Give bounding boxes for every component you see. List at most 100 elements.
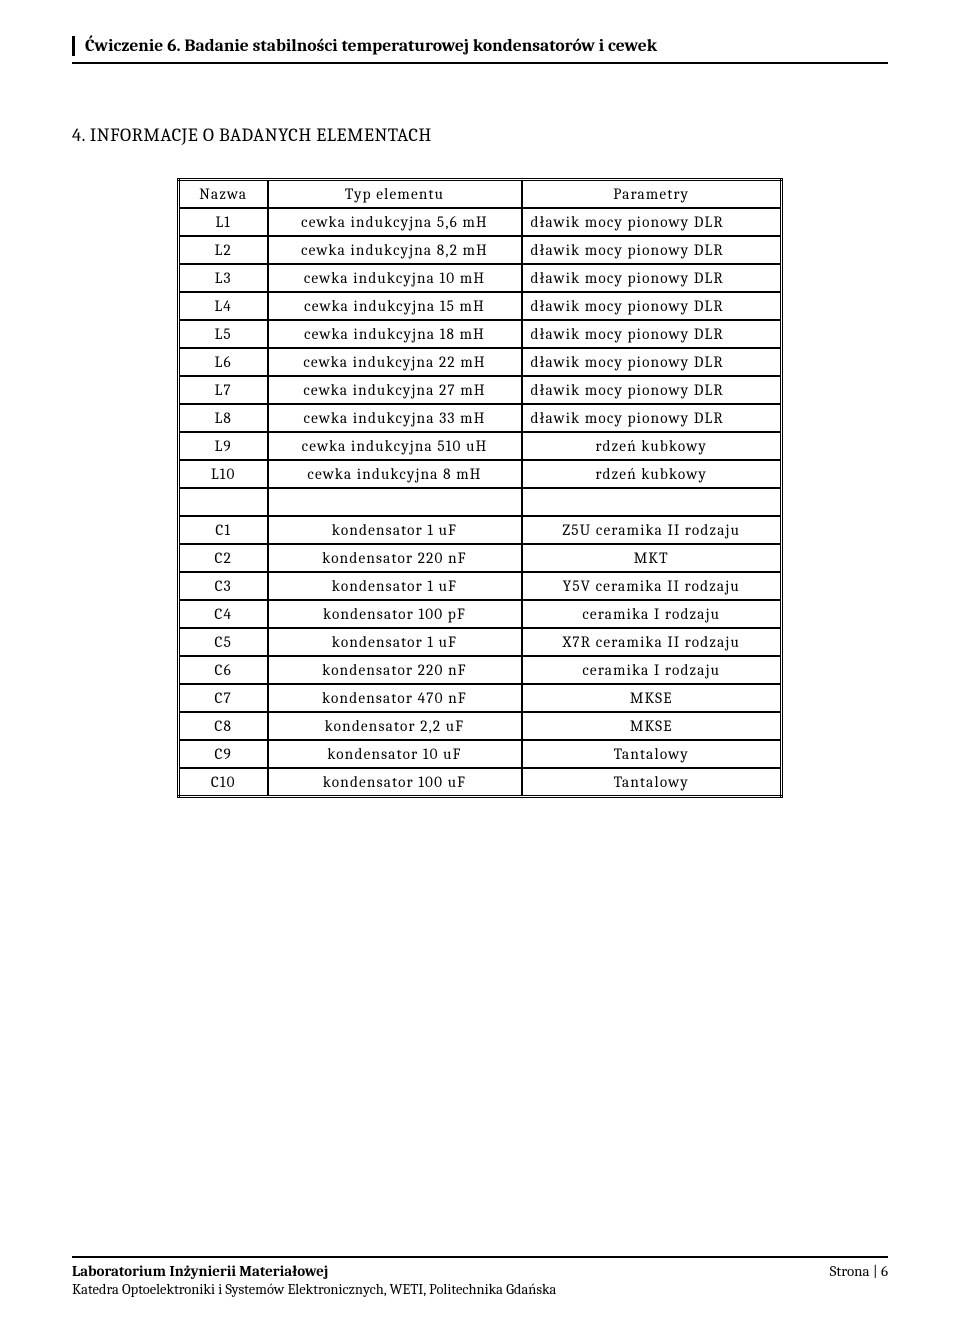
cell-name: L2 [179,236,268,264]
table-row: L5cewka indukcyjna 18 mHdławik mocy pion… [179,320,782,348]
cell-type: cewka indukcyjna 15 mH [268,292,522,320]
th-type: Typ elementu [268,180,522,209]
cell-type: cewka indukcyjna 5,6 mH [268,208,522,236]
cell-param: Tantalowy [522,768,782,797]
page-footer: Laboratorium Inżynierii Materiałowej Kat… [72,1256,888,1298]
cell-name: C4 [179,600,268,628]
spacer-cell [522,488,782,516]
cell-name: C5 [179,628,268,656]
cell-type: cewka indukcyjna 8 mH [268,460,522,488]
table-row: L10cewka indukcyjna 8 mHrdzeń kubkowy [179,460,782,488]
cell-param: Tantalowy [522,740,782,768]
cell-param: dławik mocy pionowy DLR [522,376,782,404]
cell-param: rdzeń kubkowy [522,460,782,488]
cell-type: kondensator 470 nF [268,684,522,712]
table-row: L1cewka indukcyjna 5,6 mHdławik mocy pio… [179,208,782,236]
cell-type: kondensator 220 nF [268,544,522,572]
cell-param: MKSE [522,684,782,712]
th-param: Parametry [522,180,782,209]
cell-name: C2 [179,544,268,572]
cell-param: MKSE [522,712,782,740]
cell-type: kondensator 100 pF [268,600,522,628]
cell-param: X7R ceramika II rodzaju [522,628,782,656]
cell-param: dławik mocy pionowy DLR [522,292,782,320]
cell-name: L3 [179,264,268,292]
cell-type: kondensator 1 uF [268,628,522,656]
table-row: C8kondensator 2,2 uFMKSE [179,712,782,740]
footer-lab-name: Inżynierii Materiałowej [169,1262,328,1280]
spacer-cell [179,488,268,516]
cell-name: C1 [179,516,268,544]
table-row: L2cewka indukcyjna 8,2 mHdławik mocy pio… [179,236,782,264]
table-row: L6cewka indukcyjna 22 mHdławik mocy pion… [179,348,782,376]
cell-param: dławik mocy pionowy DLR [522,404,782,432]
cell-param: dławik mocy pionowy DLR [522,348,782,376]
cell-param: MKT [522,544,782,572]
cell-param: dławik mocy pionowy DLR [522,236,782,264]
table-row: C6kondensator 220 nFceramika I rodzaju [179,656,782,684]
cell-type: cewka indukcyjna 510 uH [268,432,522,460]
cell-type: kondensator 2,2 uF [268,712,522,740]
cell-param: dławik mocy pionowy DLR [522,208,782,236]
section-heading-text: 4. INFORMACJE O BADANYCH ELEMENTACH [72,124,432,146]
table-row: C9kondensator 10 uFTantalowy [179,740,782,768]
cell-param: rdzeń kubkowy [522,432,782,460]
cell-type: cewka indukcyjna 33 mH [268,404,522,432]
cell-name: L6 [179,348,268,376]
cell-type: kondensator 1 uF [268,516,522,544]
cell-param: ceramika I rodzaju [522,656,782,684]
table-row: C4kondensator 100 pFceramika I rodzaju [179,600,782,628]
cell-type: kondensator 100 uF [268,768,522,797]
cell-param: dławik mocy pionowy DLR [522,320,782,348]
cell-name: C3 [179,572,268,600]
cell-type: kondensator 220 nF [268,656,522,684]
cell-type: kondensator 1 uF [268,572,522,600]
cell-type: cewka indukcyjna 27 mH [268,376,522,404]
cell-name: L7 [179,376,268,404]
cell-param: Y5V ceramika II rodzaju [522,572,782,600]
cell-name: C7 [179,684,268,712]
cell-name: L1 [179,208,268,236]
table-row: L3cewka indukcyjna 10 mHdławik mocy pion… [179,264,782,292]
cell-type: cewka indukcyjna 18 mH [268,320,522,348]
table-row: C10kondensator 100 uFTantalowy [179,768,782,797]
cell-name: L10 [179,460,268,488]
cell-name: L8 [179,404,268,432]
table-row: L8cewka indukcyjna 33 mHdławik mocy pion… [179,404,782,432]
table-row: C2kondensator 220 nFMKT [179,544,782,572]
header-rule [72,62,888,64]
cell-param: ceramika I rodzaju [522,600,782,628]
table-row: C3kondensator 1 uFY5V ceramika II rodzaj… [179,572,782,600]
table-row: L7cewka indukcyjna 27 mHdławik mocy pion… [179,376,782,404]
cell-param: Z5U ceramika II rodzaju [522,516,782,544]
table-header-row: Nazwa Typ elementu Parametry [179,180,782,209]
cell-type: cewka indukcyjna 22 mH [268,348,522,376]
cell-name: C9 [179,740,268,768]
th-name: Nazwa [179,180,268,209]
elements-table: Nazwa Typ elementu Parametry L1cewka ind… [177,178,783,798]
page-header: Ćwiczenie 6. Badanie stabilności tempera… [72,36,888,56]
table-row: C7kondensator 470 nFMKSE [179,684,782,712]
footer-left: Laboratorium Inżynierii Materiałowej Kat… [72,1262,556,1298]
footer-rule [72,1256,888,1258]
table-row: C1kondensator 1 uFZ5U ceramika II rodzaj… [179,516,782,544]
footer-page: Strona | 6 [830,1262,888,1280]
cell-name: C6 [179,656,268,684]
table-row: L9cewka indukcyjna 510 uHrdzeń kubkowy [179,432,782,460]
table-row: L4cewka indukcyjna 15 mHdławik mocy pion… [179,292,782,320]
spacer-cell [268,488,522,516]
footer-lab-prefix: Laboratorium [72,1262,169,1280]
table-spacer-row [179,488,782,516]
table-row: C5kondensator 1 uFX7R ceramika II rodzaj… [179,628,782,656]
header-title: Ćwiczenie 6. Badanie stabilności tempera… [85,36,657,56]
cell-param: dławik mocy pionowy DLR [522,264,782,292]
footer-dept: Katedra Optoelektroniki i Systemów Elekt… [72,1281,556,1298]
cell-name: L9 [179,432,268,460]
section-heading: 4. INFORMACJE O BADANYCH ELEMENTACH [72,124,888,146]
cell-name: L4 [179,292,268,320]
cell-name: L5 [179,320,268,348]
cell-type: cewka indukcyjna 8,2 mH [268,236,522,264]
cell-name: C8 [179,712,268,740]
cell-name: C10 [179,768,268,797]
cell-type: cewka indukcyjna 10 mH [268,264,522,292]
